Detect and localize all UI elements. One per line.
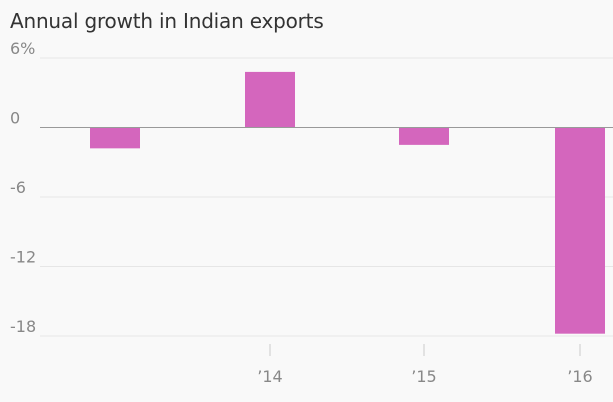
x-tick-label: ’16 xyxy=(567,367,592,386)
y-tick-label: -6 xyxy=(10,178,26,197)
y-axis-ticks: 6% 0 -6 -12 -18 xyxy=(10,39,36,336)
x-tick-label: ’15 xyxy=(411,367,436,386)
bar xyxy=(245,71,295,128)
y-tick-label: 6% xyxy=(10,39,35,58)
bar xyxy=(90,127,140,149)
bars xyxy=(90,71,605,334)
x-axis-ticks: ’14 ’15 ’16 xyxy=(257,344,593,386)
y-tick-label: -12 xyxy=(10,248,36,267)
y-tick-label: -18 xyxy=(10,317,36,336)
y-tick-label: 0 xyxy=(10,109,20,128)
bar xyxy=(399,127,449,145)
x-tick-label: ’14 xyxy=(257,367,282,386)
gridlines xyxy=(40,57,613,337)
bar xyxy=(555,127,605,334)
chart-title: Annual growth in Indian exports xyxy=(10,9,324,33)
